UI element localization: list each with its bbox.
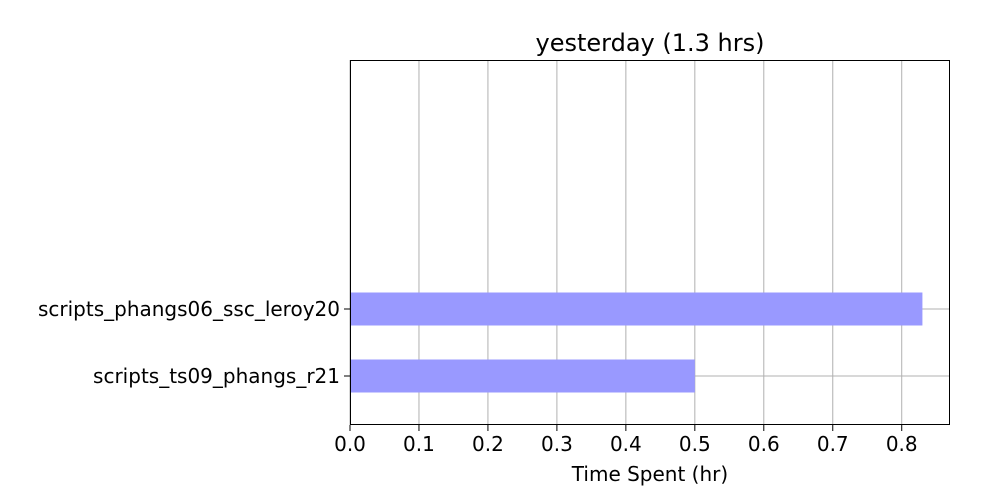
bar (350, 359, 695, 393)
chart-title: yesterday (1.3 hrs) (536, 29, 765, 57)
x-tick-label: 0.2 (472, 432, 504, 456)
x-tick-label: 0.5 (679, 432, 711, 456)
plot-frame (350, 60, 950, 425)
x-axis-label: Time Spent (hr) (571, 462, 728, 486)
y-category-label: scripts_ts09_phangs_r21 (93, 364, 340, 388)
x-tick-label: 0.1 (403, 432, 435, 456)
bars (350, 292, 923, 393)
bar (350, 292, 923, 326)
x-tick-label: 0.8 (886, 432, 918, 456)
x-tick-label: 0.6 (748, 432, 780, 456)
x-tick-label: 0.0 (334, 432, 366, 456)
x-tick-label: 0.4 (610, 432, 642, 456)
x-tick-label: 0.3 (541, 432, 573, 456)
x-tick-label: 0.7 (817, 432, 849, 456)
y-category-label: scripts_phangs06_ssc_leroy20 (38, 297, 340, 321)
y-axis-categories: scripts_phangs06_ssc_leroy20 scripts_ts09… (38, 297, 350, 388)
x-axis-ticks: 0.0 0.1 0.2 0.3 0.4 0.5 0.6 0.7 0.8 (334, 425, 918, 456)
